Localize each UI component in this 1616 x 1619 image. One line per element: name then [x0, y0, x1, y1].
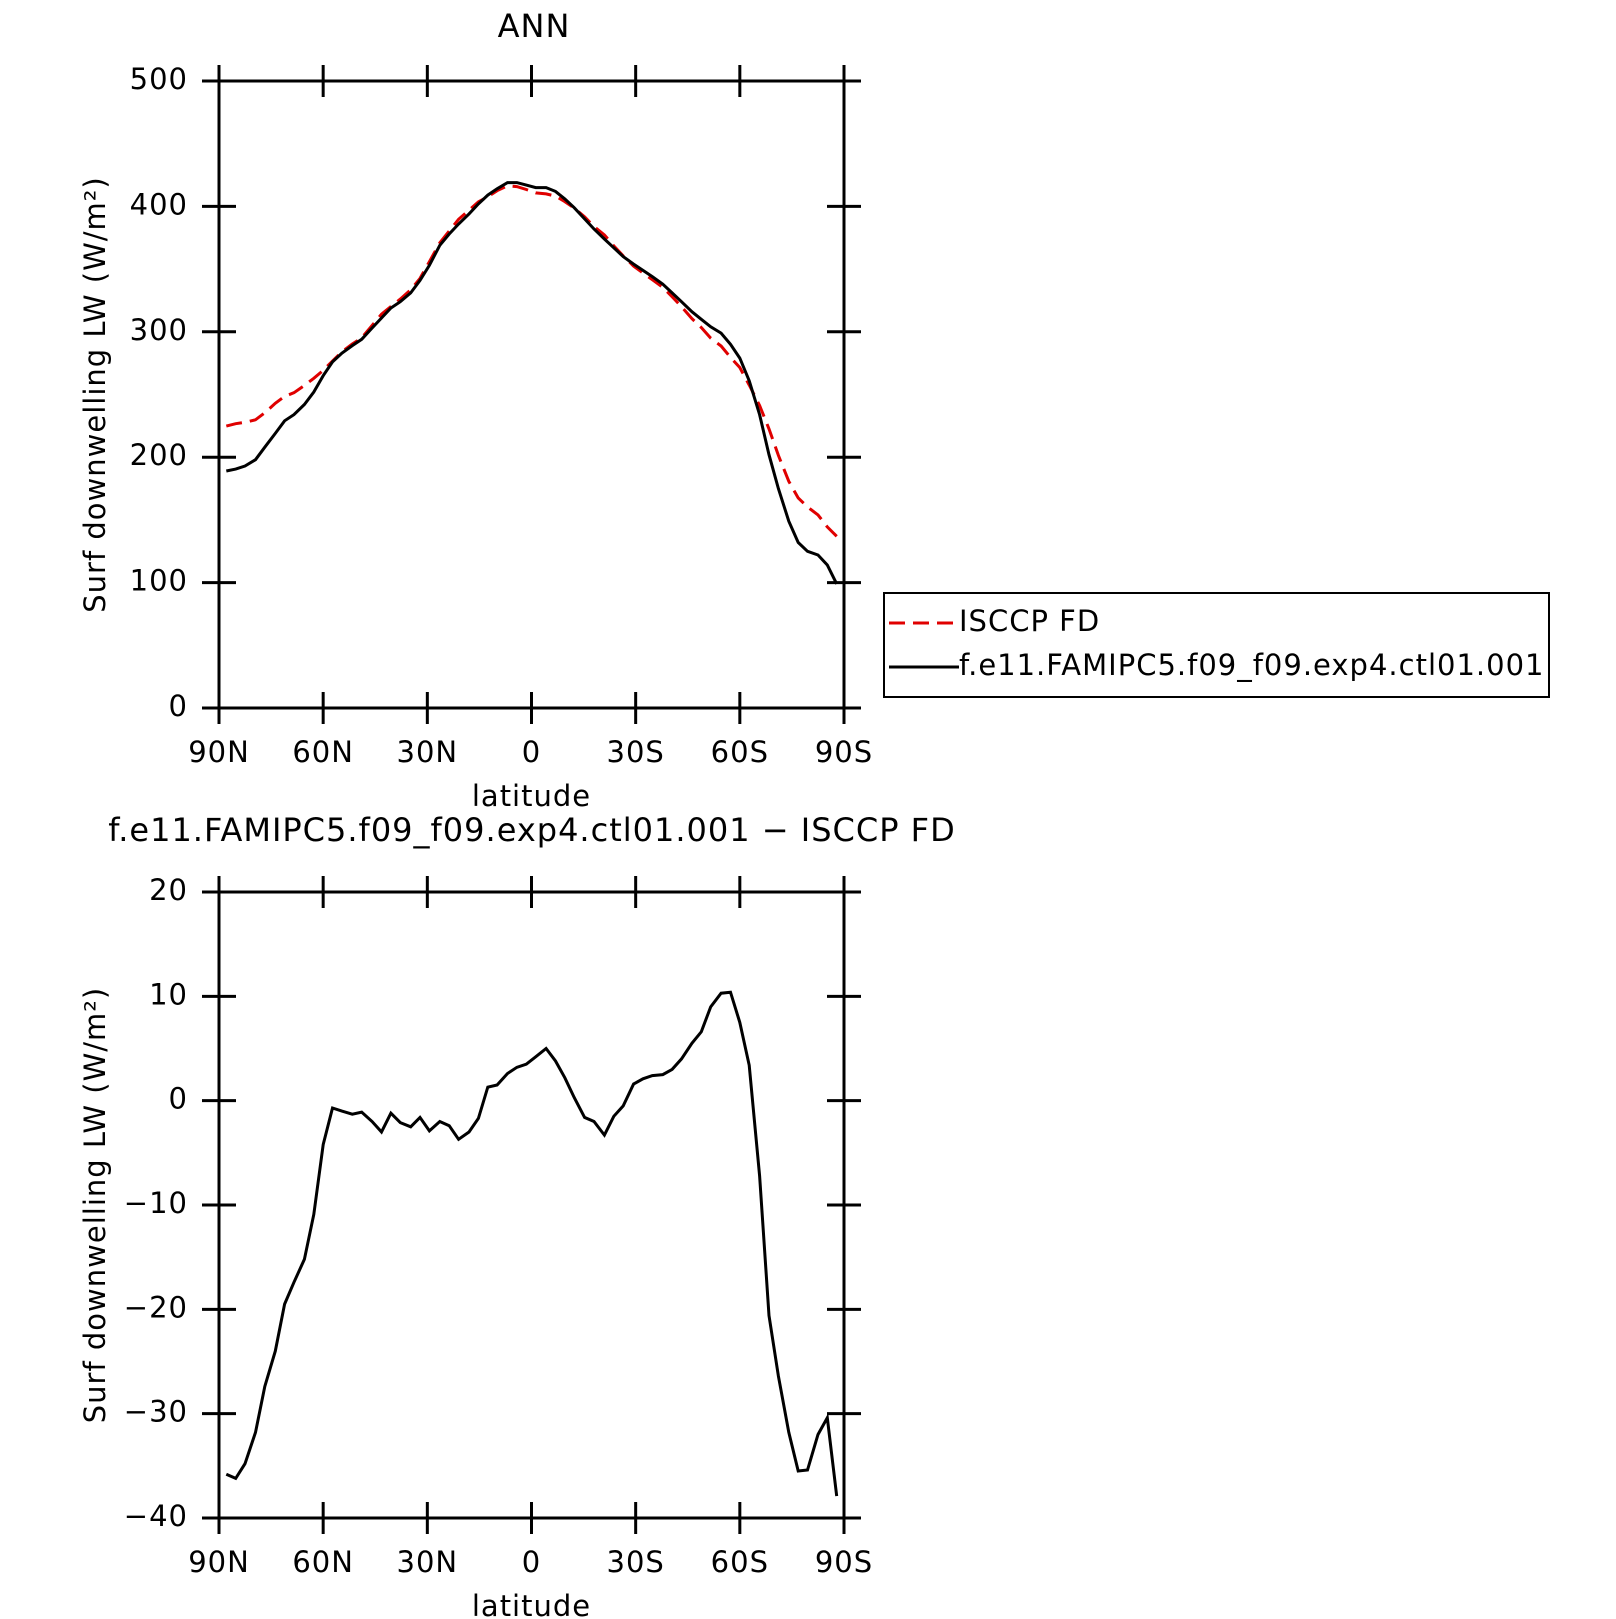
x-tick-label: 90S — [815, 735, 873, 769]
x-tick-label: 90S — [815, 1545, 873, 1579]
x-tick-label: 60S — [711, 735, 769, 769]
data-line — [225, 184, 838, 538]
x-tick-label: 0 — [522, 735, 541, 769]
x-tick-label: 90N — [188, 1545, 250, 1579]
legend-label: f.e11.FAMIPC5.f09_f09.exp4.ctl01.001 — [959, 648, 1544, 682]
x-axis-label: latitude — [472, 779, 591, 813]
chart-title: f.e11.FAMIPC5.f09_f09.exp4.ctl01.001 − I… — [108, 811, 955, 849]
y-tick-label: 10 — [149, 977, 188, 1011]
x-axis-label: latitude — [472, 1589, 591, 1619]
y-tick-label: 500 — [130, 62, 188, 96]
y-tick-label: 20 — [149, 873, 188, 907]
legend-label: ISCCP FD — [959, 604, 1100, 638]
plot-frame — [217, 890, 846, 1520]
x-tick-label: 30N — [397, 735, 459, 769]
y-tick-label: 400 — [130, 187, 188, 221]
y-axis-label: Surf downwelling LW (W/m²) — [78, 987, 112, 1423]
x-tick-label: 30S — [607, 735, 665, 769]
x-tick-label: 60N — [292, 1545, 354, 1579]
x-tick-label: 60S — [711, 1545, 769, 1579]
y-tick-label: −30 — [124, 1395, 188, 1429]
legend-box — [883, 592, 1550, 698]
plot-frame — [217, 79, 846, 710]
x-tick-label: 30N — [397, 1545, 459, 1579]
chart-title: ANN — [498, 7, 571, 45]
x-tick-label: 90N — [188, 735, 250, 769]
y-axis-label: Surf downwelling LW (W/m²) — [78, 176, 112, 612]
data-line — [225, 990, 839, 1497]
x-tick-label: 0 — [522, 1545, 541, 1579]
y-tick-label: 100 — [130, 564, 188, 598]
data-line — [226, 181, 839, 585]
y-tick-label: −20 — [124, 1290, 188, 1324]
y-tick-label: −40 — [124, 1499, 188, 1533]
x-tick-label: 60N — [292, 735, 354, 769]
y-tick-label: −10 — [124, 1186, 188, 1220]
y-tick-label: 300 — [130, 313, 188, 347]
y-tick-label: 0 — [169, 1082, 188, 1116]
y-tick-label: 200 — [130, 438, 188, 472]
y-tick-label: 0 — [169, 689, 188, 723]
x-tick-label: 30S — [607, 1545, 665, 1579]
